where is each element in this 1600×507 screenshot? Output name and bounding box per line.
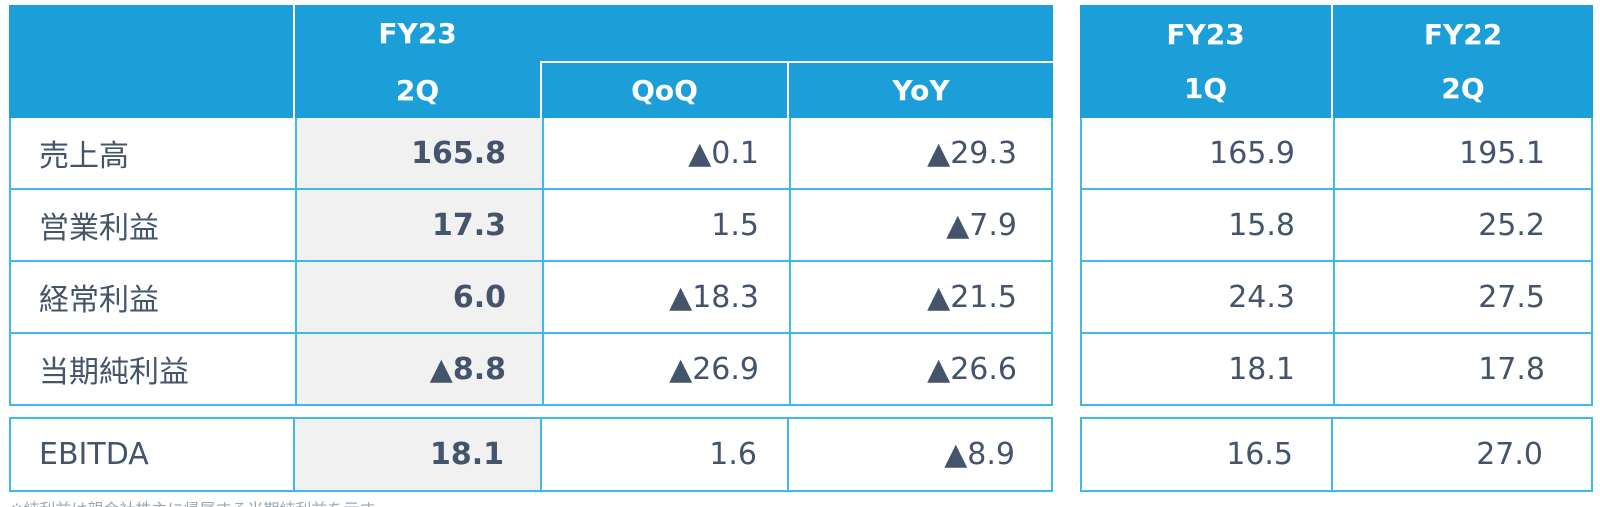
- table-row-ordinary-income: 経常利益 6.0 ▲18.3 ▲21.5: [11, 262, 1051, 334]
- fy22-2q-value-cell: 195.1: [1333, 118, 1587, 188]
- header-2q-right: 2Q: [1441, 71, 1485, 105]
- table-row-net-income: 当期純利益 ▲8.8 ▲26.9 ▲26.6: [11, 334, 1051, 406]
- yoy-value-cell: ▲21.5: [789, 262, 1051, 332]
- right-table-header: FY23 1Q FY22 2Q: [1080, 5, 1593, 118]
- header-divider: [540, 61, 1053, 63]
- right-table-body: 165.9 195.1 15.8 25.2 24.3 27.5 18.1 17.…: [1080, 118, 1593, 406]
- header-divider: [787, 63, 789, 118]
- table-row-sales-right: 165.9 195.1: [1082, 118, 1591, 190]
- fy22-2q-value-cell: 27.5: [1333, 262, 1587, 332]
- header-2q: 2Q: [395, 74, 440, 107]
- fy22-2q-value-cell: 25.2: [1333, 190, 1587, 260]
- fy23-1q-value-cell: 15.8: [1228, 207, 1295, 243]
- fy23-1q-value-cell: 24.3: [1228, 279, 1295, 315]
- table-row-operating-income-right: 15.8 25.2: [1082, 190, 1591, 262]
- table-row-ordinary-income-right: 24.3 27.5: [1082, 262, 1591, 334]
- q2-value-cell: 17.3: [295, 190, 542, 260]
- qoq-value-cell: ▲18.3: [542, 262, 789, 332]
- header-1q: 1Q: [1183, 71, 1228, 105]
- yoy-value-cell: ▲26.6: [789, 334, 1051, 404]
- table-row-operating-income: 営業利益 17.3 1.5 ▲7.9: [11, 190, 1051, 262]
- fy22-2q-value-cell: 27.0: [1331, 419, 1585, 490]
- qoq-value-cell: 1.5: [542, 190, 789, 260]
- fy22-2q-value-cell: 17.8: [1333, 334, 1587, 404]
- header-divider: [540, 63, 542, 118]
- ebitda-row-left: EBITDA 18.1 1.6 ▲8.9: [9, 417, 1053, 492]
- header-qoq: QoQ: [631, 74, 698, 107]
- header-divider: [1331, 5, 1333, 118]
- row-label: 営業利益: [39, 211, 159, 246]
- row-label: EBITDA: [39, 437, 149, 472]
- qoq-value-cell: ▲0.1: [542, 118, 789, 188]
- fy23-1q-value-cell: 165.9: [1209, 135, 1295, 171]
- q2-value-cell: 6.0: [295, 262, 542, 332]
- row-label: 経常利益: [39, 283, 159, 318]
- q2-value-cell: 18.1: [293, 419, 540, 490]
- left-table-body: 売上高 165.8 ▲0.1 ▲29.3 営業利益 17.3 1.5 ▲7.9 …: [9, 118, 1053, 406]
- q2-value-cell: ▲8.8: [295, 334, 542, 404]
- row-label: 当期純利益: [39, 355, 189, 390]
- header-divider: [293, 5, 295, 118]
- fy23-1q-value-cell: 16.5: [1226, 437, 1293, 472]
- yoy-value-cell: ▲7.9: [789, 190, 1051, 260]
- table-row-net-income-right: 18.1 17.8: [1082, 334, 1591, 406]
- left-table-header: FY23 2Q QoQ YoY: [9, 5, 1053, 118]
- qoq-value-cell: ▲26.9: [542, 334, 789, 404]
- ebitda-row-right: 16.5 27.0: [1080, 417, 1593, 492]
- row-label: 売上高: [39, 139, 129, 174]
- yoy-value-cell: ▲8.9: [787, 419, 1049, 490]
- header-fy22: FY22: [1423, 17, 1503, 51]
- header-fy23-right: FY23: [1166, 17, 1245, 51]
- table-row-sales: 売上高 165.8 ▲0.1 ▲29.3: [11, 118, 1051, 190]
- yoy-value-cell: ▲29.3: [789, 118, 1051, 188]
- qoq-value-cell: 1.6: [540, 419, 787, 490]
- q2-value-cell: 165.8: [295, 118, 542, 188]
- fy23-1q-value-cell: 18.1: [1228, 351, 1295, 387]
- header-fy23: FY23: [378, 16, 457, 50]
- footnote-text: ※純利益は親会社株主に帰属する当期純利益を示す: [10, 496, 375, 507]
- header-yoy: YoY: [892, 74, 950, 107]
